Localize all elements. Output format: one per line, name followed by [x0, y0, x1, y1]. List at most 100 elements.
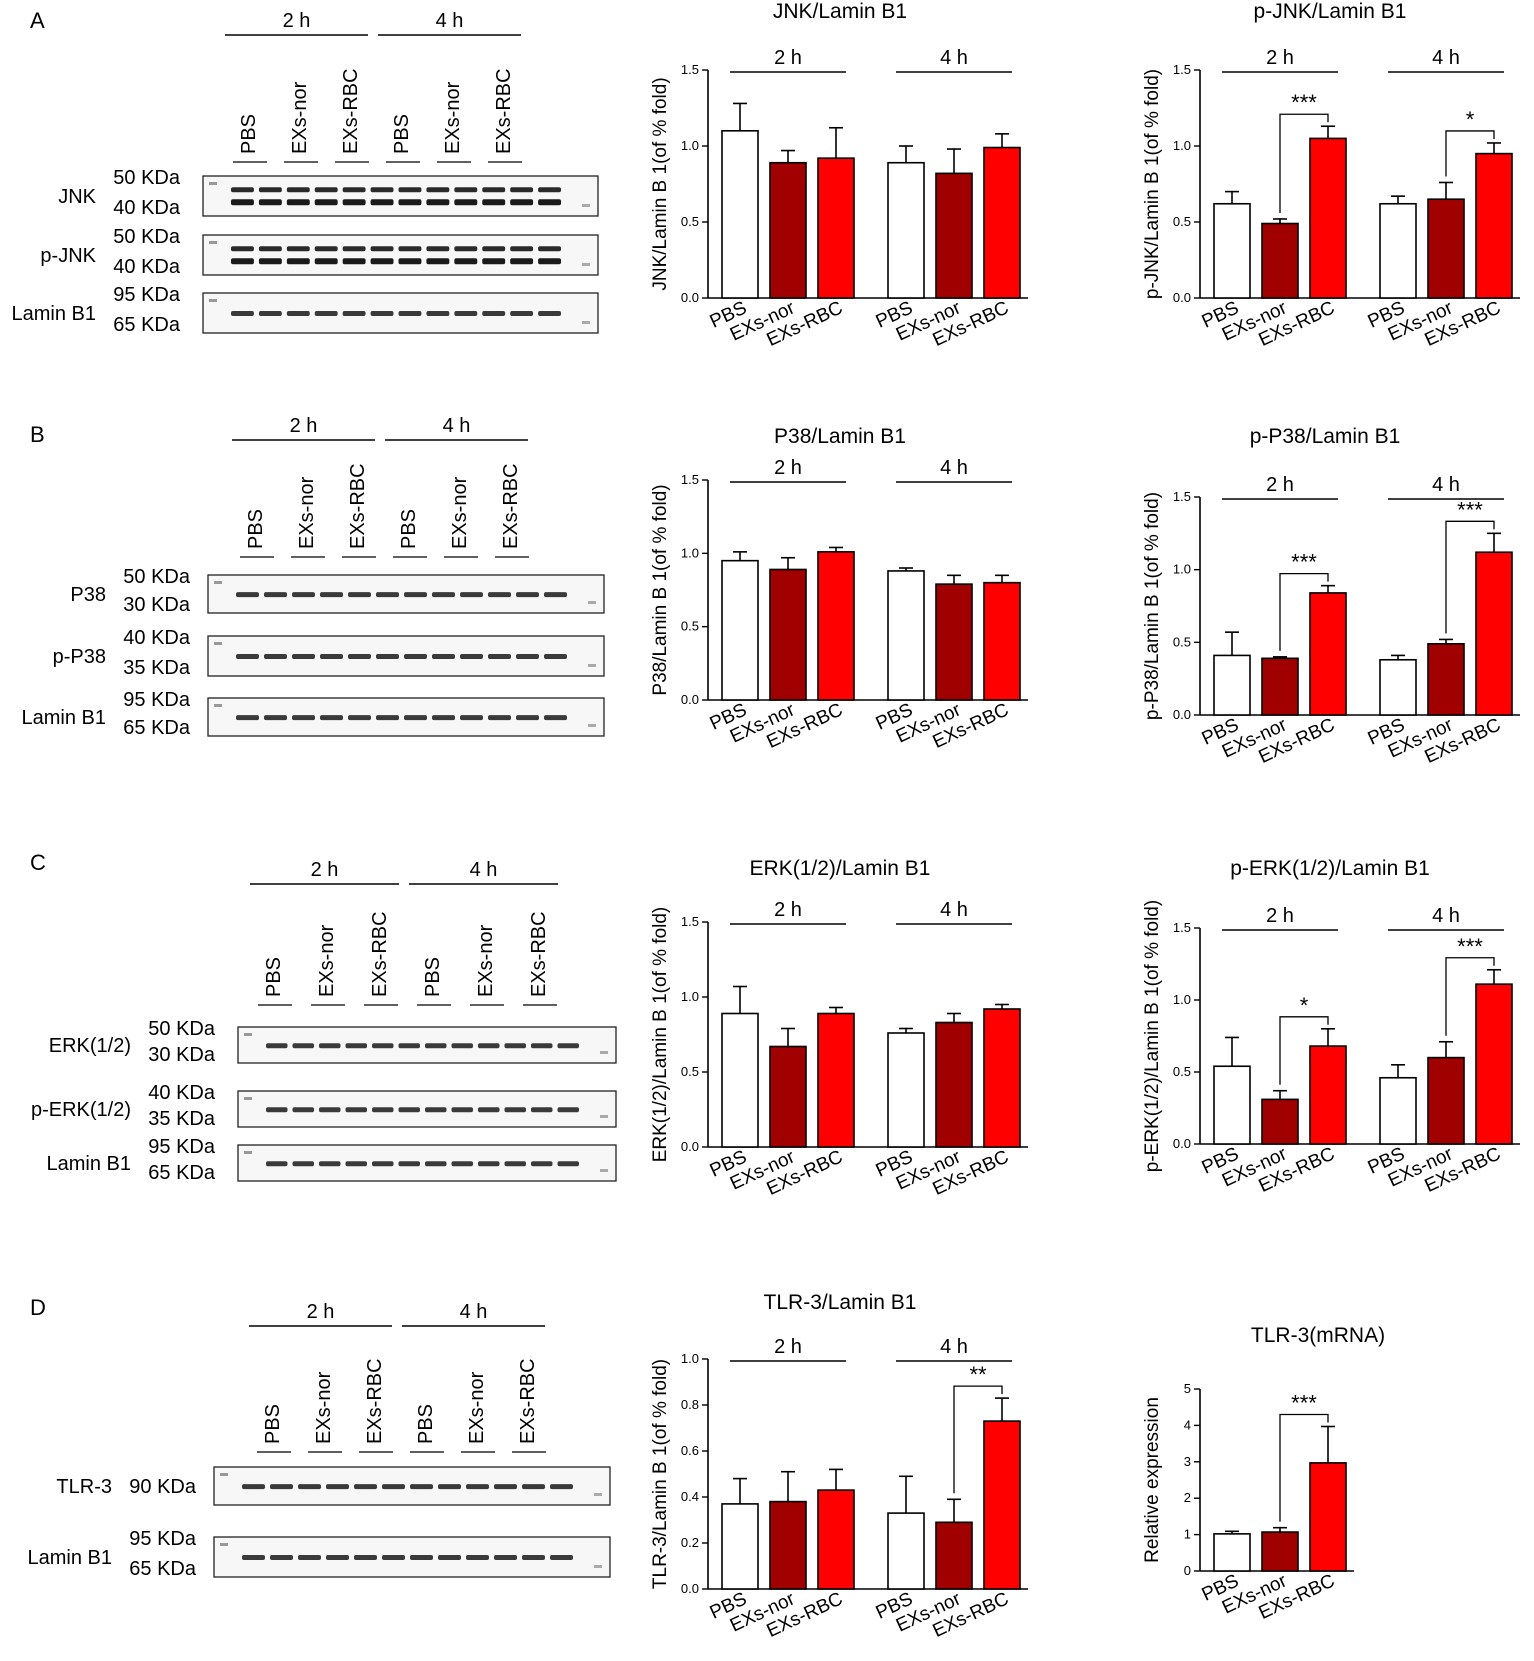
- blot-band: [292, 592, 315, 598]
- blot-band: [510, 246, 534, 252]
- blot-band: [516, 654, 539, 659]
- significance-bracket: [1279, 1413, 1329, 1522]
- chart-title: p-ERK(1/2)/Lamin B1: [1230, 857, 1430, 880]
- blot-band: [266, 1161, 288, 1167]
- blot-marker-label: 95 KDa: [148, 1136, 216, 1158]
- blot-band: [286, 199, 310, 206]
- blot-band: [432, 654, 455, 659]
- blot-band: [466, 1484, 489, 1490]
- blot-marker-label: 65 KDa: [148, 1162, 216, 1184]
- group-time-label: 4 h: [940, 47, 968, 69]
- bar-exs-rbc: [817, 551, 855, 701]
- y-tick-label: 0.5: [1173, 1064, 1191, 1079]
- blot-band: [236, 654, 259, 659]
- blot-band: [426, 199, 450, 206]
- blot-band: [454, 199, 478, 206]
- significance-label: ***: [1291, 90, 1317, 115]
- blot-band: [286, 187, 310, 193]
- y-tick-label: 1.0: [681, 545, 699, 560]
- blot-band: [398, 199, 422, 206]
- blot-band: [488, 654, 511, 659]
- blot-band: [258, 246, 282, 252]
- blot-band: [404, 592, 427, 598]
- blot-band: [398, 1161, 420, 1167]
- blot-band: [482, 311, 506, 316]
- y-tick-label: 1: [1184, 1527, 1191, 1542]
- blot-protein-label: Lamin B1: [28, 1547, 113, 1569]
- ladder-mark: [244, 1097, 252, 1100]
- bar-exs-nor: [769, 568, 807, 701]
- blot-band: [557, 1161, 579, 1167]
- bar-pbs: [1379, 658, 1417, 716]
- blot-lane-label: EXs-nor: [289, 81, 311, 154]
- y-tick-label: 1.0: [1173, 138, 1191, 153]
- y-tick-label: 2: [1184, 1490, 1191, 1505]
- ladder-mark: [594, 1565, 602, 1568]
- blot-lane-label: PBS: [262, 1404, 284, 1444]
- bar-exs-nor: [769, 161, 807, 299]
- panel-letter-b: B: [30, 422, 45, 447]
- group-time-label: 2 h: [774, 457, 802, 479]
- blot-band: [370, 199, 394, 206]
- y-tick-label: 1.5: [681, 62, 699, 77]
- bar-exs-nor: [769, 1500, 807, 1590]
- bar-exs-rbc: [983, 1420, 1021, 1590]
- y-tick-label: 0.5: [681, 619, 699, 634]
- blot-band: [538, 199, 561, 206]
- blot-band: [286, 311, 310, 316]
- blot-band: [538, 258, 561, 265]
- blot-marker-label: 50 KDa: [113, 167, 181, 189]
- western-blot-d: 2 h 4 h PBS EXs-nor EXs-RBC PBS EXs-nor EXs-RBC…: [28, 1301, 611, 1580]
- bar-exs-nor: [935, 1521, 973, 1590]
- bar-pbs: [1213, 1065, 1251, 1145]
- blot-band: [488, 715, 511, 721]
- blot-band: [370, 246, 394, 252]
- blot-membrane: [202, 175, 599, 217]
- blot-band: [354, 1484, 377, 1490]
- bar-exs-nor: [1261, 657, 1299, 716]
- blot-protein-label: Lamin B1: [47, 1153, 132, 1175]
- y-tick-label: 0.0: [681, 1139, 699, 1154]
- blot-marker-label: 65 KDa: [129, 1558, 197, 1580]
- bar-exs-rbc: [983, 581, 1021, 701]
- y-tick-label: 5: [1184, 1381, 1191, 1396]
- y-axis-label: TLR-3/Lamin B 1(of % fold): [650, 1359, 671, 1589]
- blot-band: [510, 199, 534, 206]
- blot-lane-label: EXs-nor: [296, 476, 318, 549]
- ladder-mark: [209, 299, 217, 302]
- blot-band: [342, 258, 366, 265]
- blot-band: [451, 1161, 473, 1167]
- blot-band: [426, 187, 450, 193]
- bar-exs-rbc: [1309, 1462, 1347, 1572]
- blot-marker-label: 65 KDa: [123, 717, 191, 739]
- bar-pbs: [887, 570, 925, 701]
- blot-marker-label: 30 KDa: [148, 1044, 216, 1066]
- blot-marker-label: 40 KDa: [113, 256, 181, 278]
- blot-band: [494, 1484, 517, 1490]
- blot-band: [286, 246, 310, 252]
- blot-band: [488, 592, 511, 598]
- y-axis-label: p-ERK(1/2)/Lamin B 1(of % fold): [1142, 900, 1163, 1172]
- ladder-mark: [600, 1169, 608, 1172]
- blot-band: [376, 654, 399, 659]
- blot-band: [426, 258, 450, 265]
- blot-band: [531, 1043, 553, 1049]
- blot-marker-label: 95 KDa: [123, 689, 191, 711]
- blot-protein-label: ERK(1/2): [49, 1035, 131, 1057]
- ladder-mark: [582, 263, 590, 266]
- bar-exs-nor: [1427, 198, 1465, 299]
- blot-marker-label: 95 KDa: [113, 284, 181, 306]
- blot-band: [504, 1043, 526, 1049]
- blot-band: [398, 1043, 420, 1049]
- blot-band: [286, 258, 310, 265]
- bar-exs-nor: [935, 172, 973, 299]
- blot-band: [314, 187, 338, 193]
- panel-letter-c: C: [30, 850, 46, 875]
- blot-band: [326, 1555, 349, 1560]
- significance-bracket: [1445, 130, 1495, 177]
- blot-band: [404, 715, 427, 721]
- blot-band: [231, 311, 254, 316]
- blot-band: [426, 311, 450, 316]
- blot-band: [372, 1161, 394, 1167]
